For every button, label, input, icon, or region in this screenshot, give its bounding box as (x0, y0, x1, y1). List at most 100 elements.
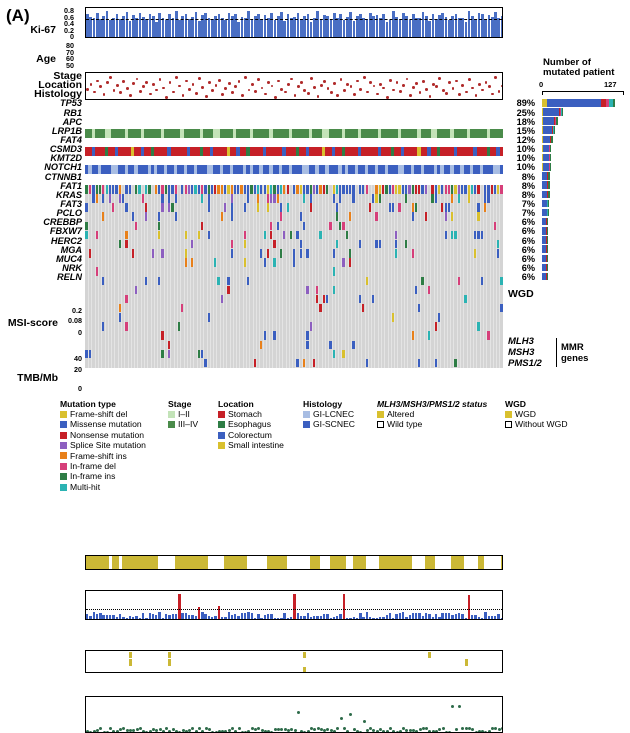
legend-histology-item[interactable]: GI-SCNEC (303, 419, 355, 429)
column-separator (440, 185, 441, 368)
summary-bar-segment (547, 264, 548, 272)
column-separator (309, 185, 310, 368)
legend-mmr-status-item[interactable]: Wild type (377, 419, 487, 429)
column-separator (88, 185, 89, 368)
mmr-gene-mlh3: MLH3 (508, 336, 542, 347)
msi-bar (501, 618, 503, 619)
legend-mutation-type-item[interactable]: Nonsense mutation (60, 430, 146, 440)
ki67-bar (369, 13, 372, 38)
wgd-track (85, 555, 503, 570)
legend-stage-item[interactable]: I–II (168, 409, 198, 419)
age-point (399, 90, 402, 93)
tmb-point (471, 728, 474, 731)
ki67-bar (195, 12, 198, 37)
legend-mutation-type-item[interactable]: Frame-shift del (60, 409, 146, 419)
legend-mutation-type-item[interactable]: Splice Site mutation (60, 440, 146, 450)
msi-bar (99, 613, 101, 619)
msi-bar (474, 615, 476, 619)
mmr-group-label-line1: MMR (561, 342, 584, 353)
legend-mutation-type-swatch-icon (60, 452, 67, 459)
ki67-bar (93, 18, 96, 37)
legend-location-item[interactable]: Stomach (218, 409, 284, 419)
legend-location-item[interactable]: Small intestine (218, 440, 284, 450)
age-point (241, 94, 244, 97)
legend-wgd-item[interactable]: Without WGD (505, 419, 568, 429)
msi-bar (162, 618, 164, 619)
legend-mutation-type-label: Frame-shift del (70, 409, 127, 419)
legend-mutation-type-item[interactable]: Multi-hit (60, 482, 146, 492)
column-separator (243, 185, 244, 368)
legend-location-swatch-icon (218, 442, 225, 449)
ki67-bar (145, 19, 148, 37)
column-separator (263, 185, 264, 368)
wgd-cell (386, 556, 399, 569)
legend-stage-item[interactable]: III–IV (168, 419, 198, 429)
legend-location-item[interactable]: Esophagus (218, 419, 284, 429)
ki67-bar (211, 19, 214, 37)
column-separator (358, 185, 359, 368)
column-separator (282, 185, 283, 368)
age-point (96, 80, 99, 83)
gene-percent: 6% (505, 273, 535, 282)
legend-mutation-type-item[interactable]: Missense mutation (60, 419, 146, 429)
legend-mmr-status-item[interactable]: Altered (377, 409, 487, 419)
column-separator (312, 185, 313, 368)
stage-annotation-track (85, 129, 503, 138)
column-separator (193, 185, 194, 368)
msi-bar (409, 615, 411, 619)
summary-bar-segment (547, 227, 548, 235)
age-point (425, 88, 428, 91)
legend-mutation-type-item[interactable]: Frame-shift ins (60, 451, 146, 461)
summary-bar (542, 209, 548, 217)
msi-bar (247, 612, 249, 619)
msi-bar (369, 617, 371, 619)
msi-bar (313, 616, 315, 619)
column-separator (341, 185, 342, 368)
legend-histology-item[interactable]: GI-LCNEC (303, 409, 355, 419)
msi-bar (451, 615, 453, 619)
msi-bar (425, 613, 427, 619)
column-separator (236, 185, 237, 368)
ki67-reference-line (86, 19, 502, 20)
legend-mutation-type-swatch-icon (60, 463, 67, 470)
column-separator (388, 185, 389, 368)
msi-bar (293, 594, 295, 619)
msi-bar (491, 616, 493, 619)
msi-bar (224, 617, 226, 619)
msi-bar (106, 615, 108, 619)
ki67-bar (333, 13, 336, 37)
age-point (165, 96, 168, 99)
tmb-scatterplot (85, 696, 503, 733)
column-separator (365, 185, 366, 368)
tmb-point (455, 728, 458, 731)
tmb-point (224, 730, 227, 733)
mmr-alteration-cell (465, 659, 468, 665)
column-separator (246, 185, 247, 368)
legend-mutation-type-item[interactable]: In-frame ins (60, 471, 146, 481)
mmr-group-label-line2: genes (561, 353, 588, 364)
legend-wgd-item[interactable]: WGD (505, 409, 568, 419)
msi-bar (208, 616, 210, 619)
age-point (303, 89, 306, 92)
age-point (113, 89, 116, 92)
legend-location-item[interactable]: Colorectum (218, 430, 284, 440)
msi-bar (356, 618, 358, 619)
ki67-bar (175, 11, 178, 37)
age-row-label: Age (6, 53, 56, 65)
column-separator (118, 185, 119, 368)
legend-location-swatch-icon (218, 411, 225, 418)
tmb-point (155, 729, 158, 732)
tmb-point (165, 727, 168, 730)
msi-bar (181, 613, 183, 619)
legend-location-title: Location (218, 399, 284, 409)
ki67-bar (270, 13, 273, 37)
column-separator (289, 185, 290, 368)
msi-bar (428, 614, 430, 619)
age-point (274, 96, 277, 99)
ki67-bar (402, 13, 405, 37)
legend-mutation-type-item[interactable]: In-frame del (60, 461, 146, 471)
column-separator (467, 185, 468, 368)
